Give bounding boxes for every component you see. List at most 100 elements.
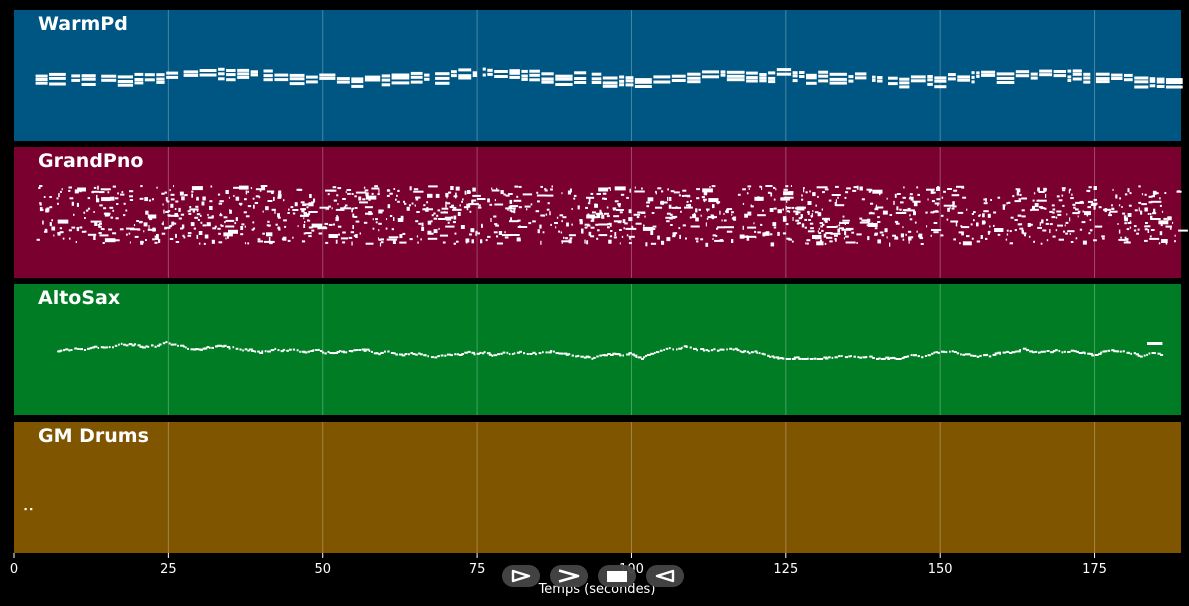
note bbox=[768, 76, 776, 80]
note bbox=[1102, 350, 1106, 353]
note bbox=[198, 231, 203, 235]
note bbox=[961, 226, 970, 229]
note bbox=[957, 75, 970, 79]
note bbox=[961, 186, 965, 189]
note bbox=[508, 234, 520, 236]
note bbox=[812, 192, 816, 197]
forward-icon bbox=[558, 569, 580, 583]
note bbox=[458, 76, 472, 80]
note bbox=[529, 73, 540, 77]
note bbox=[670, 190, 675, 193]
note bbox=[598, 187, 609, 192]
note bbox=[365, 192, 369, 197]
note bbox=[375, 218, 378, 221]
note bbox=[69, 237, 71, 240]
note bbox=[57, 219, 69, 224]
note bbox=[1138, 201, 1142, 204]
note bbox=[466, 203, 471, 208]
note bbox=[1038, 206, 1043, 209]
note bbox=[712, 238, 714, 240]
note bbox=[465, 238, 470, 243]
note bbox=[167, 214, 179, 217]
note bbox=[1061, 194, 1064, 197]
note bbox=[425, 354, 427, 357]
note bbox=[769, 233, 773, 236]
note bbox=[458, 68, 472, 72]
note bbox=[143, 230, 145, 233]
note bbox=[748, 352, 751, 355]
note bbox=[907, 207, 911, 210]
note bbox=[548, 351, 552, 354]
note bbox=[87, 207, 91, 210]
note bbox=[129, 241, 131, 244]
note bbox=[913, 202, 918, 207]
note bbox=[695, 237, 699, 240]
note bbox=[1030, 209, 1032, 212]
note bbox=[945, 351, 948, 354]
note bbox=[1124, 236, 1127, 239]
note bbox=[187, 347, 189, 350]
note bbox=[1150, 218, 1161, 220]
note bbox=[732, 218, 737, 221]
note bbox=[726, 209, 729, 214]
note bbox=[747, 226, 757, 229]
note bbox=[494, 203, 504, 206]
note bbox=[817, 230, 819, 233]
note bbox=[1095, 72, 1110, 76]
note bbox=[710, 349, 714, 352]
note bbox=[895, 222, 900, 225]
note bbox=[579, 219, 583, 221]
note bbox=[661, 190, 664, 193]
note bbox=[1172, 221, 1174, 224]
note bbox=[410, 71, 423, 75]
note bbox=[309, 219, 311, 222]
note bbox=[822, 223, 825, 226]
note bbox=[705, 222, 707, 227]
note bbox=[381, 241, 384, 244]
note bbox=[413, 190, 424, 193]
note bbox=[641, 187, 643, 190]
note bbox=[166, 200, 170, 203]
note bbox=[98, 225, 102, 228]
note bbox=[359, 232, 361, 235]
note bbox=[39, 185, 43, 187]
stop-button[interactable] bbox=[598, 565, 636, 587]
playback-controls bbox=[502, 565, 684, 589]
note bbox=[822, 191, 825, 194]
note bbox=[166, 71, 179, 75]
note bbox=[971, 80, 975, 84]
note bbox=[1049, 223, 1053, 226]
note bbox=[899, 81, 910, 85]
note bbox=[108, 214, 110, 217]
play-button[interactable] bbox=[502, 565, 540, 587]
note bbox=[404, 353, 408, 355]
note bbox=[351, 208, 353, 213]
note bbox=[1032, 205, 1035, 210]
note bbox=[826, 226, 837, 228]
note bbox=[529, 78, 540, 82]
note bbox=[1046, 239, 1049, 242]
note bbox=[434, 356, 438, 359]
note bbox=[438, 218, 446, 220]
x-tick-label: 75 bbox=[469, 562, 486, 577]
note bbox=[123, 214, 126, 217]
note bbox=[773, 226, 777, 229]
back-button[interactable] bbox=[646, 565, 684, 587]
note bbox=[262, 210, 264, 213]
note bbox=[68, 189, 71, 192]
note bbox=[1149, 79, 1156, 83]
note bbox=[829, 77, 847, 81]
note bbox=[916, 186, 919, 189]
note bbox=[702, 70, 719, 74]
note bbox=[482, 73, 486, 77]
note bbox=[211, 346, 214, 349]
note bbox=[596, 237, 599, 240]
note bbox=[792, 217, 794, 221]
note bbox=[1168, 216, 1172, 221]
note bbox=[1037, 187, 1040, 192]
note bbox=[685, 346, 688, 348]
note bbox=[1144, 225, 1147, 228]
forward-button[interactable] bbox=[550, 565, 588, 587]
note bbox=[734, 347, 738, 350]
note bbox=[689, 346, 692, 349]
